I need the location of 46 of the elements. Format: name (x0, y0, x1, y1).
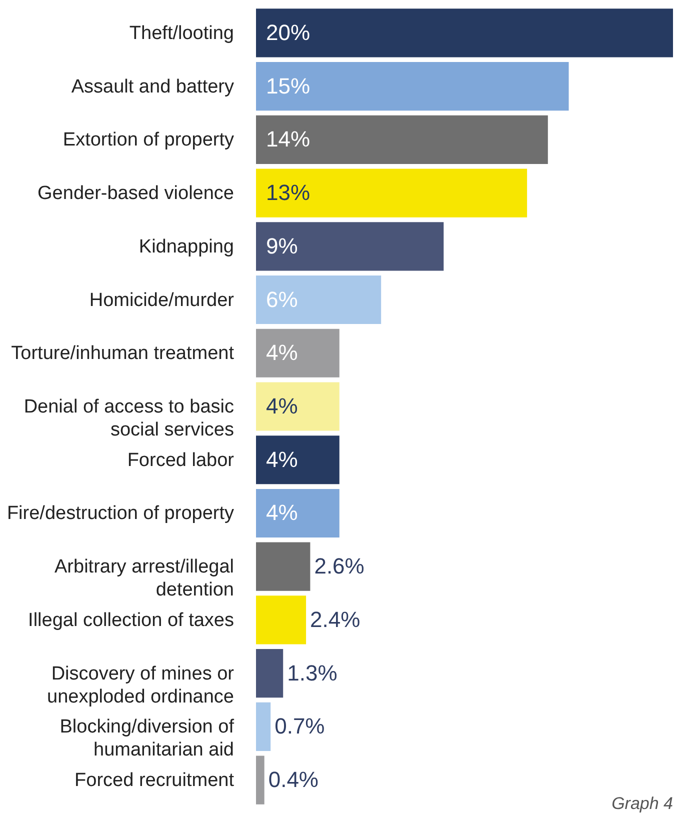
y-tick-label: Forced labor (127, 450, 235, 471)
data-label: 4% (266, 394, 298, 418)
y-tick-label: Homicide/murder (89, 290, 235, 311)
data-label: 0.7% (274, 714, 325, 739)
data-label: 6% (266, 286, 298, 312)
y-tick-label: Kidnapping (138, 236, 234, 258)
data-label: 4% (266, 340, 298, 366)
bar (256, 275, 382, 324)
bar (256, 488, 340, 538)
bar (256, 115, 548, 164)
y-tick-label: Assault and battery (71, 76, 234, 98)
y-tick-label: Fire/destruction of property (6, 503, 234, 524)
data-label: 20% (266, 20, 310, 45)
bar (256, 702, 271, 751)
data-label: 2.4% (310, 606, 360, 632)
data-label: 0.4% (268, 767, 318, 792)
bar (256, 328, 340, 378)
bar (256, 222, 444, 271)
bar (256, 756, 264, 804)
bar (256, 62, 569, 111)
y-tick-label: Discovery of mines or unexploded ordinance (47, 663, 235, 708)
data-label: 9% (266, 233, 298, 258)
data-label: 1.3% (287, 660, 338, 686)
bar (256, 542, 310, 591)
y-tick-label: Denial of access to basic social services (24, 396, 234, 440)
bar (256, 436, 340, 484)
y-tick-label: Illegal collection of taxes (28, 610, 234, 631)
bar (256, 382, 340, 431)
data-label: 2.6% (314, 554, 364, 579)
data-label: 4% (266, 446, 298, 472)
y-tick-label: Forced recruitment (74, 770, 235, 792)
bar (256, 168, 528, 218)
y-tick-label: Extortion of property (62, 130, 234, 151)
bar (256, 596, 306, 644)
bar (256, 8, 673, 58)
data-label: 13% (266, 180, 310, 206)
y-tick-label: Gender-based violence (38, 183, 234, 204)
y-tick-label: Arbitrary arrest/illegal detention (54, 556, 234, 601)
y-tick-label: Torture/inhuman treatment (11, 343, 235, 364)
data-label: 4% (266, 500, 298, 526)
bar (256, 649, 284, 698)
y-tick-label: Blocking/diversion of humanitarian aid (60, 716, 235, 761)
annotation: Graph 4 (612, 794, 673, 813)
y-tick-label: Theft/looting (129, 22, 234, 44)
data-label: 15% (266, 73, 310, 98)
data-label: 14% (266, 126, 310, 152)
